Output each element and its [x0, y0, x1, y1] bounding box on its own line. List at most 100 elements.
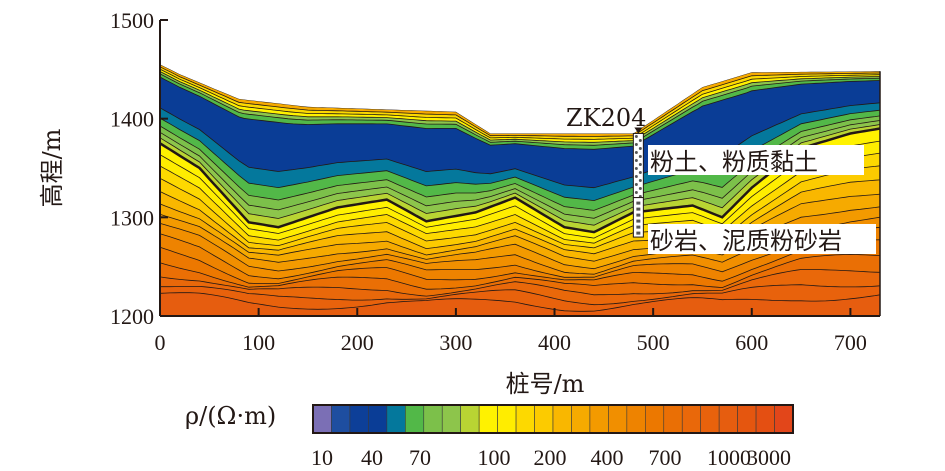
soil-pattern-dot — [634, 150, 638, 154]
contour-line — [159, 66, 881, 137]
contour-line — [160, 284, 881, 306]
colorbar-cell — [755, 404, 775, 434]
soil-pattern-dot — [634, 134, 638, 138]
x-tick-label: 600 — [735, 330, 768, 355]
colorbar-cell — [700, 404, 720, 434]
colorbar-cell — [534, 404, 554, 434]
colorbar-cell — [681, 404, 701, 434]
soil-pattern-dot — [638, 178, 642, 182]
soil-pattern-dot — [638, 138, 642, 142]
x-tick-label: 200 — [341, 330, 374, 355]
colorbar-label: ρ/(Ω·m) — [185, 402, 276, 430]
rock-pattern-mark — [636, 225, 641, 229]
colorbar-cell — [589, 404, 609, 434]
colorbar-cell — [737, 404, 757, 434]
x-tick-label: 400 — [538, 330, 571, 355]
colorbar-cell — [552, 404, 572, 434]
colorbar-cell — [626, 404, 646, 434]
soil-pattern-dot — [634, 158, 638, 162]
colorbar-cell — [423, 404, 443, 434]
borehole-label: ZK204 — [566, 104, 646, 132]
sky-mask — [160, 20, 880, 134]
x-tick-label: 700 — [834, 330, 867, 355]
colorbar-cell — [608, 404, 628, 434]
contour-band — [160, 292, 880, 316]
contour-line — [159, 226, 881, 280]
colorbar-cell — [460, 404, 480, 434]
x-tick-label: 0 — [155, 330, 166, 355]
contour-line — [159, 140, 881, 239]
contour-line — [159, 102, 881, 189]
colorbar-cell — [571, 404, 591, 434]
colorbar-cell — [405, 404, 425, 434]
y-axis-label: 高程/m — [38, 128, 66, 207]
annotation-soil-bg — [648, 145, 864, 175]
axes: 1200 1300 1400 1500 0 100 200 300 400 500 600 700 — [110, 8, 881, 355]
contour-line — [159, 73, 881, 146]
colorbar-tick-label: 10 — [311, 445, 333, 470]
soil-pattern-dot — [638, 170, 642, 174]
rock-pattern-mark — [636, 207, 641, 211]
y-tick-label: 1300 — [110, 205, 154, 230]
contour-line — [159, 239, 881, 285]
colorbar-cell — [774, 404, 794, 434]
soil-pattern-dot — [638, 154, 642, 158]
soil-pattern-dot — [634, 182, 638, 186]
annotation-rock: 砂岩、泥质粉砂岩 — [650, 227, 842, 255]
contour-line — [159, 76, 881, 150]
colorbar-tick-label: 40 — [361, 445, 383, 470]
rock-pattern-mark — [636, 231, 641, 235]
contour-line — [159, 253, 881, 290]
layer-boundary-line — [159, 127, 881, 234]
colorbar-cell — [718, 404, 738, 434]
rock-pattern-mark — [636, 201, 641, 205]
colorbar-tick-label: 400 — [591, 445, 624, 470]
annotation-rock-bg — [648, 224, 876, 254]
colorbar-cell — [663, 404, 683, 434]
rock-pattern-mark — [636, 213, 641, 217]
soil-pattern-dot — [638, 162, 642, 166]
soil-pattern-dot — [638, 186, 642, 190]
contour-line — [159, 269, 881, 297]
colorbar-cell — [478, 404, 498, 434]
soil-pattern-dot — [634, 142, 638, 146]
rock-pattern-mark — [636, 219, 641, 223]
contour-line — [159, 152, 881, 244]
colorbar-cell — [386, 404, 406, 434]
borehole-zk204 — [632, 127, 644, 238]
colorbar-cell — [497, 404, 517, 434]
colorbar-cell — [515, 404, 535, 434]
colorbar-cell — [349, 404, 369, 434]
y-tick-label: 1400 — [110, 107, 154, 132]
borehole-marker-icon — [634, 127, 643, 134]
soil-pattern-dot — [634, 174, 638, 178]
contour-line — [159, 71, 881, 143]
colorbar-cell — [312, 404, 332, 434]
y-tick-label: 1200 — [110, 304, 154, 329]
colorbar-cell — [645, 404, 665, 434]
x-tick-label: 300 — [439, 330, 472, 355]
soil-pattern-dot — [638, 146, 642, 150]
colorbar-tick-label: 3000 — [747, 445, 791, 470]
contour-lines — [159, 20, 881, 312]
colorbar-tick-label: 200 — [534, 445, 567, 470]
x-tick-label: 500 — [637, 330, 670, 355]
colorbar-cell — [368, 404, 388, 434]
contour-line — [159, 292, 881, 312]
annotation-soil: 粉土、粉质黏土 — [650, 148, 818, 176]
contour-line — [159, 179, 881, 255]
borehole-soil-column — [632, 132, 644, 199]
x-axis-label: 桩号/m — [506, 370, 585, 398]
y-tick-label: 1500 — [110, 8, 154, 33]
x-tick-label: 100 — [242, 330, 275, 355]
colorbar-cell — [331, 404, 351, 434]
colorbar-tick-label: 700 — [649, 445, 682, 470]
borehole-rock-column — [632, 197, 644, 238]
colorbar-tick-label: 100 — [478, 445, 511, 470]
soil-pattern-dot — [634, 166, 638, 170]
colorbar-cell — [441, 404, 461, 434]
colorbar-frame — [312, 404, 794, 434]
colorbar-tick-label: 70 — [409, 445, 431, 470]
